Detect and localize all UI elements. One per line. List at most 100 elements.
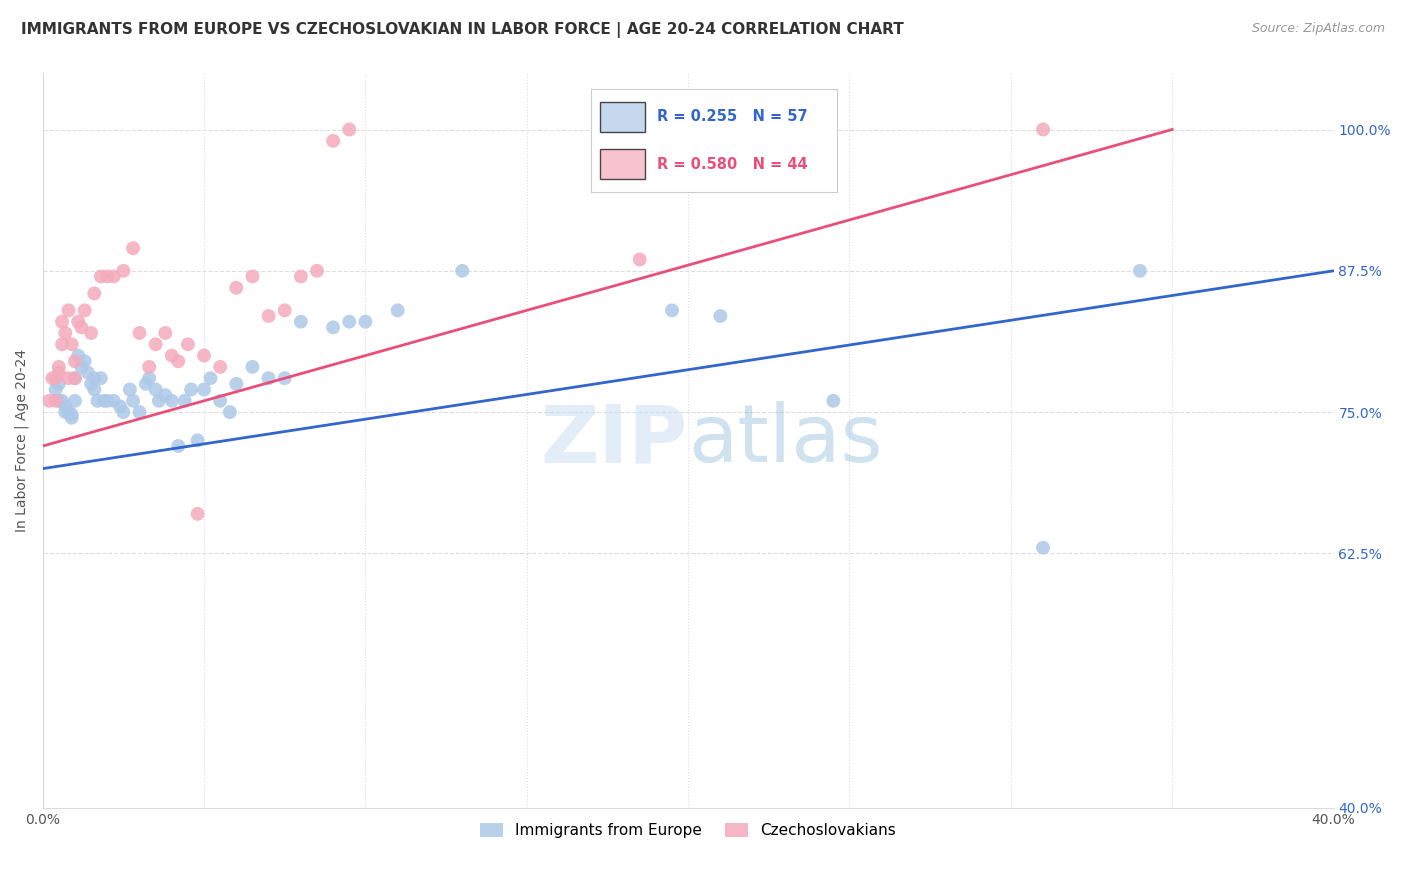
Text: R = 0.580   N = 44: R = 0.580 N = 44 (657, 157, 807, 171)
Point (709, 309, 731, 323)
Point (322, 134, 344, 148)
Point (90, 269, 112, 284)
Point (48, 359, 70, 374)
Point (38, 393, 60, 408)
Point (177, 337, 200, 351)
Point (118, 383, 141, 397)
Point (167, 439, 190, 453)
Point (242, 269, 264, 284)
Point (290, 269, 312, 284)
Point (173, 393, 195, 408)
Point (60, 408, 83, 422)
Point (58, 371, 80, 385)
Point (76, 366, 98, 380)
Point (63, 371, 86, 385)
Point (103, 269, 125, 284)
Point (628, 252, 651, 267)
Point (41, 371, 63, 385)
Point (138, 371, 160, 385)
Point (96, 393, 118, 408)
Point (128, 326, 150, 340)
Point (80, 326, 103, 340)
Point (242, 359, 264, 374)
Point (48, 376, 70, 391)
Point (80, 376, 103, 391)
Point (1129, 264, 1152, 278)
Text: atlas: atlas (688, 401, 883, 479)
Point (60, 410, 83, 425)
Point (53, 326, 76, 340)
Text: Source: ZipAtlas.com: Source: ZipAtlas.com (1251, 22, 1385, 36)
Point (48, 393, 70, 408)
Point (257, 309, 280, 323)
Point (60, 337, 83, 351)
Point (58, 405, 80, 419)
Point (83, 383, 105, 397)
Point (257, 371, 280, 385)
Point (274, 303, 297, 318)
Point (63, 371, 86, 385)
Point (103, 393, 125, 408)
Point (322, 320, 344, 334)
Point (45, 383, 67, 397)
Point (354, 315, 377, 329)
Point (96, 269, 118, 284)
Point (225, 281, 247, 295)
FancyBboxPatch shape (600, 149, 644, 179)
Point (218, 405, 240, 419)
Point (209, 359, 232, 374)
Point (51, 315, 73, 329)
Point (138, 359, 160, 374)
Text: ZIP: ZIP (541, 401, 688, 479)
Point (155, 388, 177, 402)
Point (108, 400, 131, 414)
Point (209, 393, 232, 408)
Point (63, 393, 86, 408)
FancyBboxPatch shape (600, 102, 644, 132)
Point (112, 264, 135, 278)
Point (187, 434, 209, 448)
Point (180, 383, 202, 397)
Point (145, 383, 167, 397)
Point (45, 371, 67, 385)
Point (122, 393, 145, 408)
Point (337, 315, 360, 329)
Point (145, 337, 167, 351)
Point (53, 405, 76, 419)
Point (451, 264, 474, 278)
Text: R = 0.255   N = 57: R = 0.255 N = 57 (657, 110, 807, 124)
Point (160, 393, 183, 408)
Point (53, 400, 76, 414)
Point (128, 405, 150, 419)
Point (337, 122, 360, 136)
Point (73, 303, 96, 318)
Point (51, 337, 73, 351)
Point (160, 349, 183, 363)
Point (290, 315, 312, 329)
Point (90, 371, 112, 385)
Y-axis label: In Labor Force | Age 20-24: In Labor Force | Age 20-24 (15, 349, 30, 532)
Point (135, 376, 157, 391)
Point (661, 303, 683, 318)
Point (83, 286, 105, 301)
Point (83, 371, 105, 385)
Point (274, 371, 297, 385)
Point (48, 366, 70, 380)
Point (167, 354, 190, 368)
Point (93, 393, 115, 408)
Point (73, 354, 96, 368)
Point (70, 359, 93, 374)
Point (200, 371, 222, 385)
Point (122, 241, 145, 255)
Point (305, 264, 328, 278)
Point (1032, 541, 1054, 555)
Point (148, 393, 170, 408)
Point (193, 349, 215, 363)
Legend: Immigrants from Europe, Czechoslovakians: Immigrants from Europe, Czechoslovakians (474, 817, 903, 844)
Point (67, 349, 90, 363)
Point (1032, 122, 1054, 136)
Point (112, 405, 135, 419)
Point (45, 393, 67, 408)
Text: IMMIGRANTS FROM EUROPE VS CZECHOSLOVAKIAN IN LABOR FORCE | AGE 20-24 CORRELATION: IMMIGRANTS FROM EUROPE VS CZECHOSLOVAKIA… (21, 22, 904, 38)
Point (63, 354, 86, 368)
